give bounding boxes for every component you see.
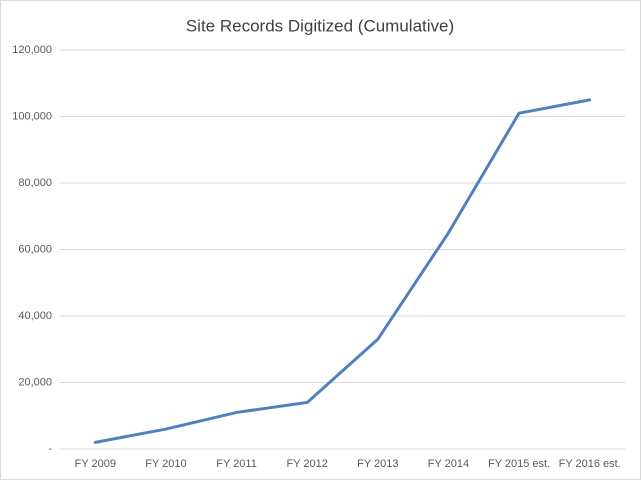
chart-title: Site Records Digitized (Cumulative) — [186, 16, 454, 35]
y-tick-label: 120,000 — [12, 44, 52, 56]
x-tick-label: FY 2013 — [357, 458, 398, 470]
x-tick-label: FY 2015 est. — [488, 458, 550, 470]
y-tick-label: 20,000 — [18, 376, 52, 388]
data-line — [93, 98, 592, 444]
x-tick-label: FY 2016 est. — [559, 458, 621, 470]
y-tick-label: - — [48, 443, 52, 455]
x-tick-label: FY 2012 — [286, 458, 327, 470]
y-tick-label: 40,000 — [18, 310, 52, 322]
x-tick-label: FY 2010 — [145, 458, 186, 470]
y-tick-label: 80,000 — [18, 177, 52, 189]
x-tick-label: FY 2009 — [75, 458, 116, 470]
y-tick-label: 60,000 — [18, 243, 52, 255]
x-tick-label: FY 2011 — [216, 458, 257, 470]
y-tick-label: 100,000 — [12, 110, 52, 122]
x-tick-label: FY 2014 — [428, 458, 469, 470]
